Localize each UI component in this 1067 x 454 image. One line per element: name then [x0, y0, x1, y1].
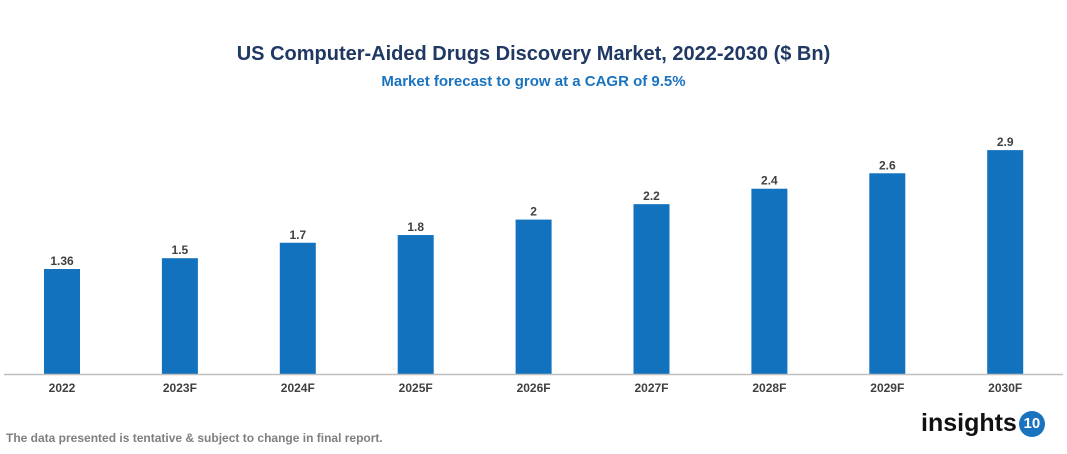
data-label: 2 [530, 205, 537, 219]
bar-2023F [161, 258, 198, 374]
bar-2028F [751, 188, 788, 374]
logo-badge: 10 [1018, 410, 1045, 437]
x-tick-label: 2028F [752, 381, 786, 395]
bar-2026F [515, 219, 552, 374]
footnote: The data presented is tentative & subjec… [6, 431, 383, 445]
x-tick-label: 2024F [281, 381, 315, 395]
data-label: 2.6 [879, 158, 896, 172]
data-label: 1.7 [289, 228, 306, 242]
bar-2029F [869, 173, 906, 374]
data-label: 1.36 [50, 254, 74, 268]
x-tick-label: 2023F [163, 381, 197, 395]
logo-text: insights [921, 409, 1017, 437]
x-tick-label: 2026F [517, 381, 551, 395]
data-label: 1.5 [172, 243, 189, 257]
x-tick-label: 2029F [870, 381, 904, 395]
x-tick-label: 2025F [399, 381, 433, 395]
bar-2025F [397, 235, 434, 374]
bar-2030F [987, 150, 1024, 374]
bar-2027F [633, 204, 670, 374]
data-label: 2.4 [761, 174, 778, 188]
x-tick-label: 2022 [49, 381, 76, 395]
data-label: 1.8 [407, 220, 424, 234]
bar-2022 [44, 269, 80, 374]
x-tick-label: 2027F [634, 381, 668, 395]
data-label: 2.2 [643, 189, 660, 203]
bar-2024F [279, 242, 316, 374]
data-label: 2.9 [997, 135, 1014, 149]
x-tick-label: 2030F [988, 381, 1022, 395]
insights10-logo: insights 10 [921, 409, 1045, 438]
chart-title: US Computer-Aided Drugs Discovery Market… [236, 43, 831, 65]
chart-subtitle: Market forecast to grow at a CAGR of 9.5… [381, 73, 686, 90]
